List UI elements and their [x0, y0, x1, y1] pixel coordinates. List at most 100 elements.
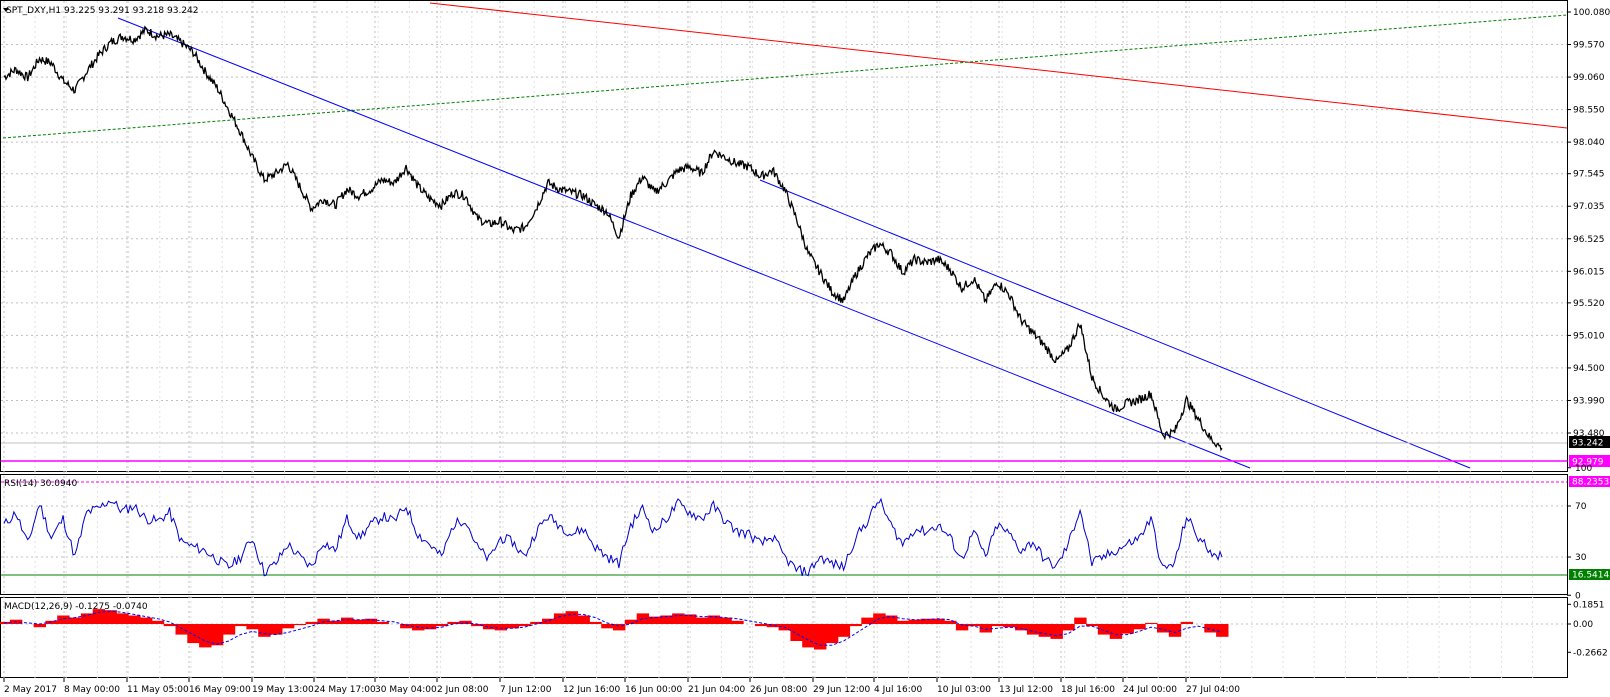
price-tick-label: 94.500	[1573, 364, 1605, 374]
rsi-tick-label: 0	[1575, 591, 1581, 601]
macd-bar	[825, 624, 839, 644]
macd-bar	[423, 624, 437, 630]
time-tick-label: 11 May 05:00	[127, 685, 189, 695]
channel-lower-line[interactable]	[759, 179, 1471, 469]
time-tick-label: 26 Jun 08:00	[750, 685, 807, 695]
macd-bar	[128, 615, 141, 624]
macd-bar	[1216, 624, 1229, 637]
macd-bar	[447, 621, 460, 624]
macd-bar	[222, 624, 236, 635]
macd-bar	[187, 624, 200, 644]
time-tick-label: 29 Jun 12:00	[813, 685, 870, 695]
macd-bar	[471, 624, 484, 627]
price-tick-label: 98.040	[1573, 138, 1605, 148]
macd-bar	[1097, 624, 1111, 635]
time-tick-label: 16 May 09:00	[189, 685, 251, 695]
macd-bar	[1074, 617, 1087, 624]
macd-bar	[849, 624, 862, 627]
macd-bar	[896, 620, 910, 624]
macd-bar	[116, 613, 129, 624]
macd-bar	[920, 618, 933, 624]
time-tick-label: 10 Jul 03:00	[937, 685, 991, 695]
macd-bar	[790, 624, 803, 641]
macd-bar	[270, 624, 283, 635]
rsi-tick-label: 30	[1575, 553, 1587, 563]
main-header: SPT_DXY,H1 93.225 93.291 93.218 93.242	[6, 6, 199, 16]
macd-bar	[1157, 624, 1170, 633]
rsi-lower-label: 16.5414	[1572, 571, 1609, 581]
macd-bar	[542, 618, 555, 624]
macd-bar	[317, 618, 330, 624]
macd-bar	[672, 613, 685, 624]
macd-bar	[281, 624, 295, 629]
macd-tick-label: 0.00	[1573, 620, 1593, 630]
macd-bar	[140, 617, 153, 624]
macd-bar	[400, 624, 413, 629]
macd-bar	[719, 617, 732, 624]
time-tick-label: 4 Jul 16:00	[874, 685, 923, 695]
macd-bar	[246, 624, 259, 630]
macd-bar	[885, 615, 898, 624]
macd-bar	[932, 618, 945, 624]
rsi-pane[interactable]: RSI(14) 30.0940	[1, 479, 1567, 577]
macd-bar	[908, 619, 921, 624]
price-tick-label: 98.550	[1573, 106, 1605, 116]
chevron-down-icon[interactable]	[3, 8, 9, 12]
rsi-upper-tag: 88.2353	[1569, 476, 1610, 488]
macd-bar	[944, 620, 957, 624]
macd-bar	[660, 615, 673, 624]
macd-bar	[80, 613, 94, 624]
price-tick-label: 100.080	[1573, 8, 1610, 18]
channel-upper-line[interactable]	[117, 17, 1251, 469]
macd-bar	[861, 617, 874, 624]
rsi-series-line	[3, 497, 1223, 577]
macd-bar	[352, 619, 366, 624]
price-tick-label: 95.010	[1573, 331, 1605, 341]
macd-bar	[707, 615, 720, 624]
price-pane[interactable]: SPT_DXY,H1 93.225 93.291 93.218 93.242	[1, 2, 1568, 469]
macd-bar	[518, 624, 531, 627]
macd-bar	[1133, 624, 1146, 630]
macd-tick-label: 0.1851	[1573, 600, 1605, 610]
time-tick-label: 18 Jul 16:00	[1061, 685, 1115, 695]
price-tick-label: 97.545	[1573, 170, 1605, 180]
macd-bar	[45, 620, 58, 624]
time-tick-label: 8 May 00:00	[64, 685, 120, 695]
price-tick-label: 99.060	[1573, 73, 1605, 83]
macd-bar	[1086, 624, 1099, 627]
macd-bar	[695, 617, 709, 624]
rsi-tick-label: 100	[1575, 464, 1592, 474]
macd-bar	[1026, 624, 1040, 635]
macd-bar	[731, 620, 744, 624]
macd-bar	[376, 621, 389, 624]
macd-histogram	[0, 609, 1229, 650]
macd-bar	[613, 624, 626, 631]
time-tick-label: 19 May 13:00	[252, 685, 314, 695]
macd-bar	[979, 624, 992, 633]
macd-signal-line	[3, 610, 1223, 646]
macd-bar	[636, 613, 650, 624]
macd-bar	[92, 609, 106, 624]
macd-bar	[1168, 624, 1182, 637]
macd-bar	[1015, 624, 1028, 631]
macd-bar	[766, 624, 780, 628]
macd-pane[interactable]: MACD(12,26,9) -0.1275 -0.0740	[0, 602, 1229, 650]
time-tick-label: 2 May 2017	[4, 685, 57, 695]
macd-bar	[364, 618, 378, 624]
price-tick-label: 99.570	[1573, 41, 1605, 51]
time-tick-label: 21 Jun 04:00	[688, 685, 745, 695]
time-tick-label: 13 Jul 12:00	[999, 685, 1053, 695]
macd-bar	[1050, 624, 1063, 639]
rsi-tick-label: 70	[1575, 502, 1587, 512]
macd-bar	[305, 621, 318, 624]
green-dotted-trendline[interactable]	[2, 14, 1568, 139]
macd-bar	[1204, 624, 1217, 633]
current-price-tag: 93.242	[1569, 436, 1610, 449]
macd-bar	[459, 620, 472, 624]
macd-bar	[589, 621, 602, 624]
macd-bar	[530, 621, 543, 624]
time-tick-label: 2 Jun 08:00	[437, 685, 489, 695]
red-trendline[interactable]	[429, 2, 1568, 129]
rsi-header: RSI(14) 30.0940	[4, 479, 77, 489]
